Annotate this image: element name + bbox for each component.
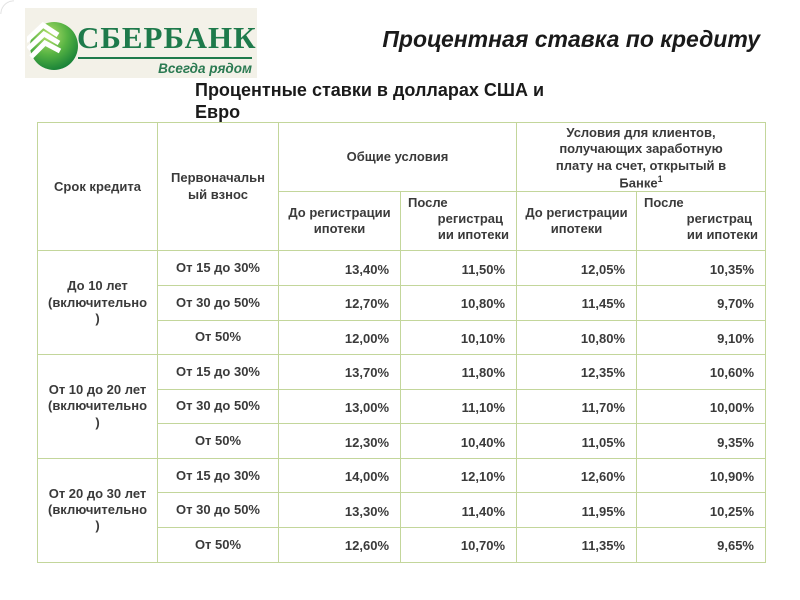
term-group-cell: От 20 до 30 лет (включительно ): [37, 457, 158, 563]
salary-clients-header: Условия для клиентов, получающих заработ…: [516, 121, 766, 193]
sberbank-logo: СБЕРБАНК Всегда рядом: [24, 8, 257, 78]
term-group-cell: От 10 до 20 лет (включительно ): [37, 354, 158, 459]
rate-value-cell: 10,25%: [636, 492, 766, 529]
rate-value-cell: 10,00%: [636, 388, 766, 425]
footnote-superscript: 1: [657, 173, 663, 184]
term-group-cell: До 10 лет (включительно ): [37, 250, 158, 356]
rate-value-cell: 11,45%: [516, 284, 637, 321]
rate-value-cell: 10,90%: [636, 457, 766, 494]
rate-value-cell: 9,65%: [636, 527, 766, 563]
col-down-payment-header: Первоначальн ый взнос: [157, 121, 279, 252]
down-payment-cell: От 30 до 50%: [157, 388, 279, 425]
after-reg-line: регистрац: [437, 211, 503, 227]
table-row: От 30 до 50% 13,30% 11,40% 11,95% 10,25%: [38, 492, 766, 529]
table-row: От 20 до 30 лет (включительно ) От 15 до…: [37, 457, 766, 563]
table-row: От 50% 12,00% 10,10% 10,80% 9,10%: [38, 319, 766, 356]
rate-value-cell: 11,40%: [400, 492, 517, 529]
after-reg-line: После: [408, 194, 448, 210]
brand-tagline: Всегда рядом: [158, 61, 252, 76]
brand-underline: [78, 57, 252, 59]
table-row: От 50% 12,60% 10,70% 11,35% 9,65%: [38, 527, 766, 563]
down-payment-cell: От 30 до 50%: [157, 492, 279, 529]
table-header-row-2: До регистрации ипотеки После регистрац и…: [38, 191, 766, 252]
rate-value-cell: 11,95%: [516, 492, 637, 529]
subheader-after-registration-salary: После регистрац ии ипотеки: [636, 191, 766, 252]
rate-value-cell: 12,35%: [516, 354, 637, 390]
rate-value-cell: 10,80%: [400, 284, 517, 321]
rate-value-cell: 10,80%: [516, 319, 637, 356]
down-payment-cell: От 15 до 30%: [157, 250, 279, 286]
salary-clients-text: Условия для клиентов, получающих заработ…: [555, 125, 727, 191]
general-conditions-header: Общие условия: [278, 121, 517, 193]
rate-value-cell: 13,40%: [278, 250, 401, 286]
sberbank-sphere-icon: [24, 16, 79, 77]
rate-value-cell: 12,70%: [278, 284, 401, 321]
rate-value-cell: 13,70%: [278, 354, 401, 390]
rate-value-cell: 9,70%: [636, 284, 766, 321]
rate-value-cell: 11,80%: [400, 354, 517, 390]
rate-value-cell: 13,30%: [278, 492, 401, 529]
rate-value-cell: 10,40%: [400, 423, 517, 459]
down-payment-cell: От 50%: [157, 527, 279, 563]
rate-value-cell: 12,10%: [400, 457, 517, 494]
rate-value-cell: 12,60%: [278, 527, 401, 563]
after-reg-line: регистрац: [686, 211, 752, 227]
rate-value-cell: 9,35%: [636, 423, 766, 459]
rate-value-cell: 10,35%: [636, 250, 766, 286]
rate-value-cell: 12,05%: [516, 250, 637, 286]
brand-name: СБЕРБАНК: [77, 20, 257, 55]
table-row: От 30 до 50% 13,00% 11,10% 11,70% 10,00%: [38, 388, 766, 425]
after-reg-line: ии ипотеки: [686, 227, 758, 243]
subheader-before-registration-salary: До регистрации ипотеки: [516, 191, 637, 252]
subheader-before-registration-general: До регистрации ипотеки: [278, 191, 401, 252]
rate-value-cell: 11,50%: [400, 250, 517, 286]
rate-value-cell: 12,30%: [278, 423, 401, 459]
rate-value-cell: 9,10%: [636, 319, 766, 356]
slide-title: Процентная ставка по кредиту: [382, 26, 760, 52]
after-reg-line: ии ипотеки: [437, 227, 509, 243]
rate-value-cell: 12,00%: [278, 319, 401, 356]
down-payment-cell: От 30 до 50%: [157, 284, 279, 321]
rate-value-cell: 11,10%: [400, 388, 517, 425]
rate-value-cell: 10,60%: [636, 354, 766, 390]
rate-value-cell: 10,10%: [400, 319, 517, 356]
rate-value-cell: 12,60%: [516, 457, 637, 494]
rate-value-cell: 14,00%: [278, 457, 401, 494]
after-reg-line: После: [644, 194, 684, 210]
table-row: До 10 лет (включительно ) От 15 до 30% 1…: [37, 250, 766, 356]
down-payment-cell: От 50%: [157, 423, 279, 459]
col-term-header: Срок кредита: [37, 121, 158, 252]
table-row: От 10 до 20 лет (включительно ) От 15 до…: [37, 354, 766, 459]
down-payment-cell: От 15 до 30%: [157, 457, 279, 494]
slide-corner-decoration: [0, 0, 14, 14]
subheader-after-registration-general: После регистрац ии ипотеки: [400, 191, 517, 252]
down-payment-cell: От 50%: [157, 319, 279, 356]
table-row: От 30 до 50% 12,70% 10,80% 11,45% 9,70%: [38, 284, 766, 321]
rate-value-cell: 13,00%: [278, 388, 401, 425]
rate-value-cell: 11,35%: [516, 527, 637, 563]
rate-value-cell: 10,70%: [400, 527, 517, 563]
rates-table: Срок кредита Первоначальн ый взнос Общие…: [37, 121, 766, 563]
down-payment-cell: От 15 до 30%: [157, 354, 279, 390]
rate-value-cell: 11,70%: [516, 388, 637, 425]
table-header-row-1: Срок кредита Первоначальн ый взнос Общие…: [37, 121, 766, 252]
rate-value-cell: 11,05%: [516, 423, 637, 459]
slide-subtitle: Процентные ставки в долларах США и Евро: [195, 80, 545, 122]
